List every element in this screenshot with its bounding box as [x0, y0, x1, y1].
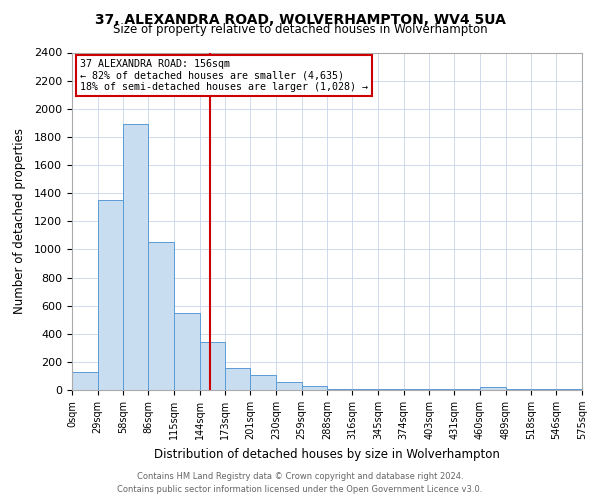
Bar [174, 312, 200, 390]
Bar [276, 382, 302, 390]
Bar [200, 342, 226, 390]
Text: Size of property relative to detached houses in Wolverhampton: Size of property relative to detached ho… [113, 22, 487, 36]
Bar [480, 387, 506, 390]
Text: 37 ALEXANDRA ROAD: 156sqm
← 82% of detached houses are smaller (4,635)
18% of se: 37 ALEXANDRA ROAD: 156sqm ← 82% of detac… [80, 59, 368, 92]
Text: 37, ALEXANDRA ROAD, WOLVERHAMPTON, WV4 5UA: 37, ALEXANDRA ROAD, WOLVERHAMPTON, WV4 5… [95, 12, 505, 26]
Bar [302, 386, 328, 390]
Bar [250, 375, 276, 390]
Bar [148, 242, 174, 390]
X-axis label: Distribution of detached houses by size in Wolverhampton: Distribution of detached houses by size … [154, 448, 500, 460]
Bar [124, 124, 148, 390]
Bar [226, 368, 250, 390]
Y-axis label: Number of detached properties: Number of detached properties [13, 128, 26, 314]
Bar [72, 372, 98, 390]
Text: Contains HM Land Registry data © Crown copyright and database right 2024.
Contai: Contains HM Land Registry data © Crown c… [118, 472, 482, 494]
Bar [98, 200, 124, 390]
